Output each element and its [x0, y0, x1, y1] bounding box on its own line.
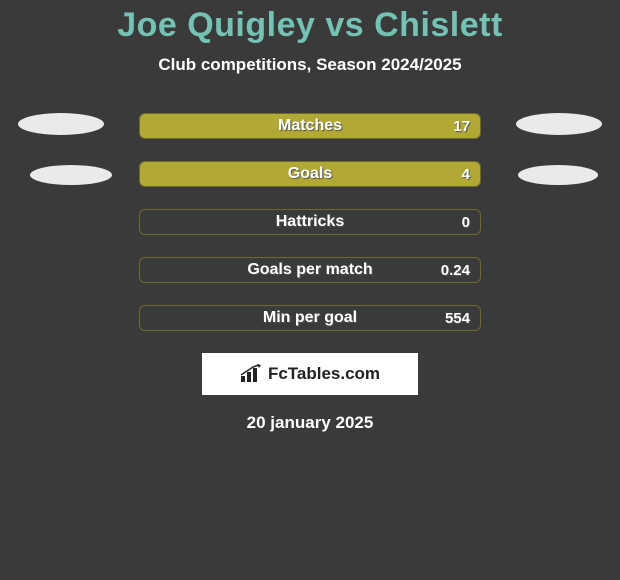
- stat-bars: Matches 17 Goals 4 Hattricks 0 Goals per…: [139, 113, 481, 331]
- player-right-shadow-2: [518, 165, 598, 185]
- bar-label: Goals per match: [140, 258, 480, 282]
- page-title: Joe Quigley vs Chislett: [0, 0, 620, 45]
- bar-value: 554: [445, 306, 470, 330]
- page-subtitle: Club competitions, Season 2024/2025: [0, 55, 620, 75]
- player-right-shadow-1: [516, 113, 602, 135]
- bar-value: 4: [462, 162, 470, 186]
- comparison-infographic: Joe Quigley vs Chislett Club competition…: [0, 0, 620, 580]
- stat-bar-goals-per-match: Goals per match 0.24: [139, 257, 481, 283]
- bar-label: Matches: [140, 114, 480, 138]
- bar-value: 0: [462, 210, 470, 234]
- bar-label: Hattricks: [140, 210, 480, 234]
- stat-bar-hattricks: Hattricks 0: [139, 209, 481, 235]
- stats-block: Matches 17 Goals 4 Hattricks 0 Goals per…: [0, 113, 620, 331]
- stat-bar-min-per-goal: Min per goal 554: [139, 305, 481, 331]
- player-left-shadow-2: [30, 165, 112, 185]
- player-left-shadow-1: [18, 113, 104, 135]
- bar-value: 17: [453, 114, 470, 138]
- stat-bar-goals: Goals 4: [139, 161, 481, 187]
- stat-bar-matches: Matches 17: [139, 113, 481, 139]
- logo-text: FcTables.com: [268, 364, 380, 384]
- snapshot-date: 20 january 2025: [0, 413, 620, 433]
- bars-icon: [240, 364, 264, 384]
- logo-inner: FcTables.com: [240, 364, 380, 384]
- bar-value: 0.24: [441, 258, 470, 282]
- bar-label: Min per goal: [140, 306, 480, 330]
- bar-label: Goals: [140, 162, 480, 186]
- source-logo: FcTables.com: [202, 353, 418, 395]
